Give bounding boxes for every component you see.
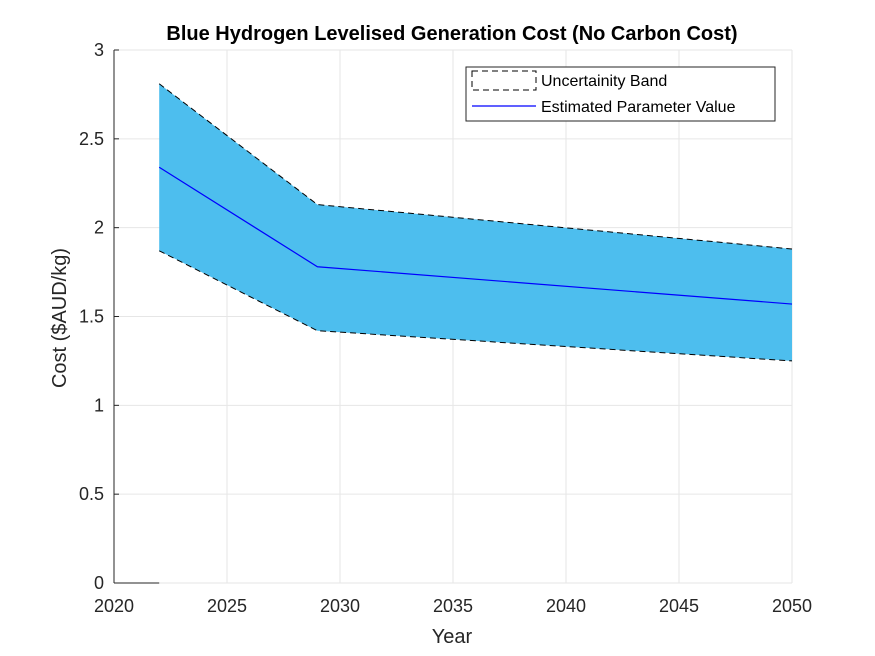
y-tick-label-5: 2.5 <box>79 129 104 149</box>
legend: Uncertainity Band Estimated Parameter Va… <box>465 66 776 122</box>
y-tick-label-0: 0 <box>94 573 104 593</box>
x-tick-label-1: 2025 <box>207 596 247 616</box>
y-tick-label-3: 1.5 <box>79 307 104 327</box>
uncertainty-band-area <box>159 83 792 361</box>
axes-layer <box>113 49 160 584</box>
legend-band-swatch <box>471 70 537 91</box>
estimate-line-layer <box>158 166 793 305</box>
tick-label-layer: 0 0.5 1 1.5 2 2.5 3 2020 2025 2030 2035 2040 2045 205… <box>79 40 812 616</box>
x-tick-label-0: 2020 <box>94 596 134 616</box>
y-tick-label-1: 0.5 <box>79 484 104 504</box>
uncertainty-band-layer <box>158 83 793 362</box>
x-tick-label-4: 2040 <box>546 596 586 616</box>
legend-box <box>465 66 776 122</box>
y-tick-label-4: 2 <box>94 218 104 238</box>
band-lower-edge <box>158 250 793 362</box>
legend-line-label: Estimated Parameter Value <box>541 99 736 116</box>
y-tick-label-6: 3 <box>94 40 104 60</box>
x-tick-label-5: 2045 <box>659 596 699 616</box>
x-tick-label-2: 2030 <box>320 596 360 616</box>
x-tick-label-6: 2050 <box>772 596 812 616</box>
chart-title: Blue Hydrogen Levelised Generation Cost … <box>166 23 737 45</box>
x-axis-label: Year <box>432 626 473 648</box>
legend-band-label: Uncertainity Band <box>541 73 667 90</box>
x-tick-label-3: 2035 <box>433 596 473 616</box>
estimated-value-line <box>158 166 793 305</box>
y-axis-label: Cost ($AUD/kg) <box>49 248 71 388</box>
y-tick-label-2: 1 <box>94 395 104 415</box>
